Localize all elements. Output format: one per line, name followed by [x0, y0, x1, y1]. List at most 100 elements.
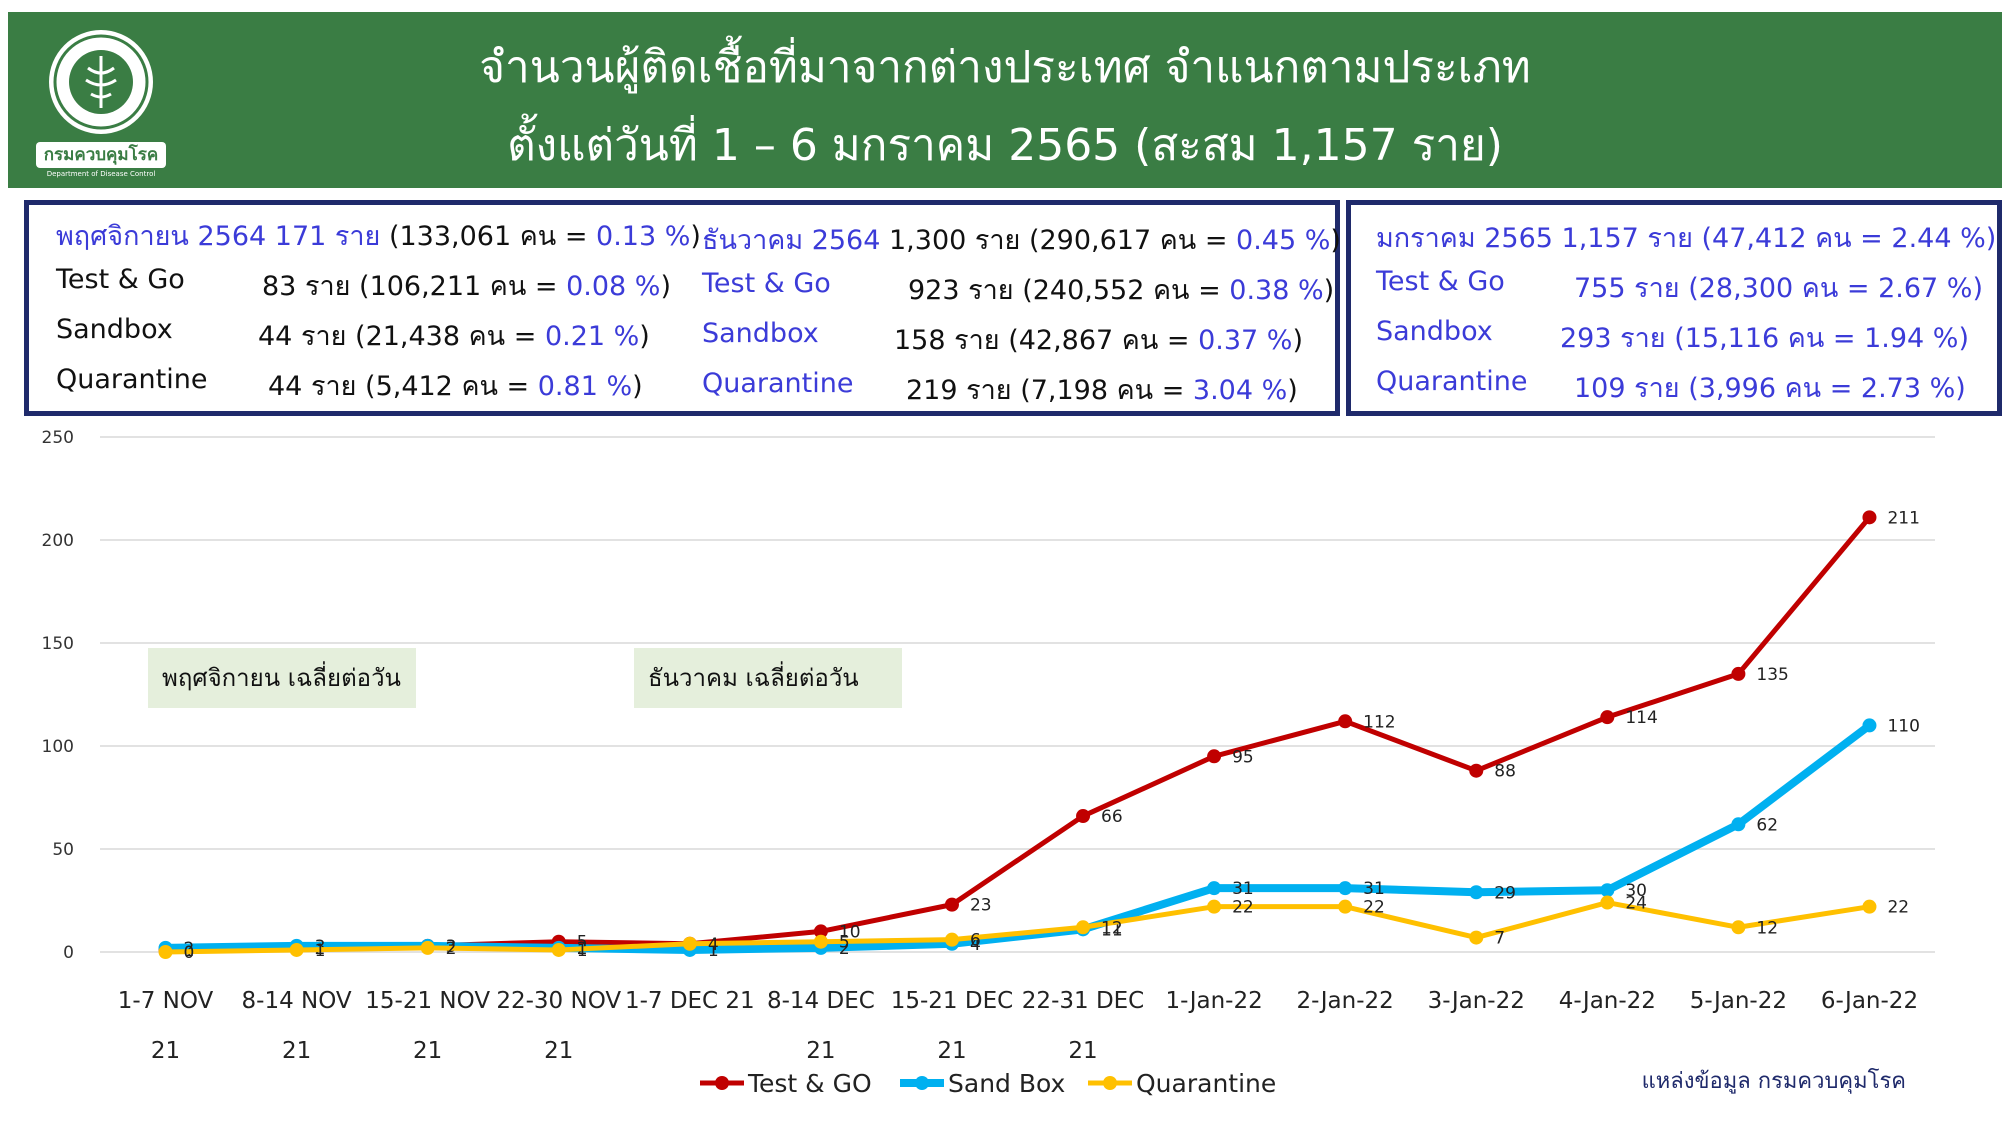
data-point: [1338, 714, 1353, 729]
dec-row-testgo: Test & Go: [702, 268, 831, 299]
jan-row-name: Quarantine: [1376, 366, 1528, 397]
series-line: [165, 900, 1870, 955]
data-label: 1: [315, 941, 326, 961]
data-point: [551, 942, 566, 957]
jan-row-sandbox: Sandbox: [1376, 316, 1493, 347]
data-label: 112: [1363, 712, 1395, 732]
legend-marker: [915, 1076, 929, 1090]
data-label: 31: [1363, 879, 1385, 899]
data-point: [1600, 710, 1615, 725]
dec-row-count: 923 ราย: [908, 275, 1014, 306]
nov-month-pct: 0.13 %: [596, 221, 691, 252]
nov-row-name: Quarantine: [56, 364, 208, 395]
nov-row-pct: 0.08 %: [566, 271, 661, 302]
nov-row-detail: (21,438 คน =: [355, 321, 545, 352]
data-label: 24: [1625, 894, 1647, 914]
data-label: 5: [839, 933, 850, 953]
data-source: แหล่งข้อมูล กรมควบคุมโรค: [1641, 1069, 1906, 1094]
data-label: 1: [708, 941, 719, 961]
data-point: [944, 932, 959, 947]
jan-row-end: ): [1972, 273, 1984, 304]
legend-label: Quarantine: [1136, 1069, 1276, 1098]
dec-row-testgo-values: 923 ราย (240,552 คน = 0.38 %): [908, 268, 1334, 311]
nov-row-end: ): [632, 371, 643, 402]
data-label: 4: [708, 935, 719, 955]
data-label: 0: [184, 943, 195, 963]
data-label: 4: [970, 935, 981, 955]
chart-legend: Test & GO Sand Box Quarantine: [700, 1069, 1276, 1098]
nov-row-count: 44 ราย: [268, 371, 357, 402]
chart-gridlines: [100, 436, 1935, 953]
dec-row-quarantine-values: 219 ราย (7,198 คน = 3.04 %): [906, 368, 1298, 411]
dec-row-pct: 3.04 %: [1192, 375, 1288, 406]
x-axis: 1-7 NOV 21 8-14 NOV 21 15-21 NOV 21 22-30 NOV 2…: [118, 988, 1918, 1064]
data-point: [1731, 666, 1746, 681]
data-point: [1076, 920, 1091, 935]
y-tick-label: 200: [42, 531, 74, 551]
data-label: 7: [1494, 929, 1505, 949]
data-point: [1862, 899, 1877, 914]
x-tick-label: 21: [544, 1038, 573, 1064]
legend-marker: [715, 1076, 729, 1090]
data-label: 114: [1625, 708, 1657, 728]
jan-row-detail: (15,116 คน =: [1674, 323, 1865, 354]
data-point: [682, 936, 697, 951]
dec-row-pct: 0.37 %: [1198, 325, 1293, 356]
x-tick-label: 6-Jan-22: [1821, 988, 1918, 1014]
nov-row-pct: 0.21 %: [544, 321, 640, 352]
legend-label: Sand Box: [948, 1069, 1065, 1098]
jan-month-end: ): [1985, 223, 1997, 254]
data-point: [158, 945, 173, 959]
data-point: [813, 924, 828, 939]
data-point: [1207, 899, 1222, 914]
data-point: [1469, 885, 1484, 900]
jan-row-pct: 2.67 %: [1878, 273, 1973, 304]
dec-row-end: ): [1323, 275, 1335, 306]
nov-row-pct: 0.81 %: [537, 371, 633, 402]
jan-month-pct: 2.44 %: [1891, 223, 1986, 254]
nov-row-name: Test & Go: [56, 264, 185, 295]
dec-row-detail: (7,198 คน =: [1020, 375, 1193, 406]
header-banner: กรมควบคุมโรค Department of Disease Contr…: [8, 12, 2002, 188]
jan-row-count: 755 ราย: [1574, 273, 1680, 304]
data-label: 1: [577, 941, 588, 961]
dec-row-count: 158 ราย: [894, 325, 1000, 356]
summary-box-nov-dec: [24, 200, 1340, 416]
x-tick-label: 5-Jan-22: [1690, 988, 1787, 1014]
jan-header: มกราคม 2565 1,157 ราย (47,412 คน = 2.44 …: [1376, 216, 1996, 259]
data-point: [813, 934, 828, 949]
dec-average-label: ธันวาคม เฉลี่ยต่อวัน: [634, 648, 902, 708]
x-tick-label: 3-Jan-22: [1428, 988, 1525, 1014]
dec-row-count: 219 ราย: [906, 375, 1012, 406]
dec-row-sandbox: Sandbox: [702, 318, 819, 349]
jan-row-end: ): [1958, 323, 1970, 354]
y-tick-label: 0: [63, 943, 74, 963]
data-label: 62: [1756, 815, 1778, 835]
data-label: 95: [1232, 747, 1254, 767]
x-tick-label: 1-7 NOV: [118, 988, 214, 1014]
ddc-logo: กรมควบคุมโรค Department of Disease Contr…: [36, 20, 166, 180]
data-point: [1731, 920, 1746, 935]
x-tick-label: 21: [151, 1038, 180, 1064]
nov-month-total: พฤศจิกายน 2564 171 ราย: [56, 221, 381, 252]
title-line-2: ตั้งแต่วันที่ 1 – 6 มกราคม 2565 (สะสม 1,…: [507, 120, 1503, 171]
jan-row-pct: 1.94 %: [1864, 323, 1959, 354]
data-label: 88: [1494, 762, 1516, 782]
logo-subtext: Department of Disease Control: [46, 170, 156, 178]
jan-row-name: Sandbox: [1376, 316, 1493, 347]
data-label: 12: [1101, 918, 1123, 938]
title-line-1: จำนวนผู้ติดเชื้อที่มาจากต่างประเทศ จำแนก…: [479, 42, 1531, 93]
dec-row-detail: (240,552 คน =: [1022, 275, 1230, 306]
x-tick-label: 22-30 NOV: [496, 988, 621, 1014]
x-tick-label: 21: [282, 1038, 311, 1064]
y-tick-label: 250: [42, 428, 74, 448]
nov-row-quarantine-values: 44 ราย (5,412 คน = 0.81 %): [268, 364, 643, 407]
jan-row-detail: (3,996 คน =: [1688, 373, 1861, 404]
y-tick-label: 100: [42, 737, 74, 757]
jan-row-quarantine: Quarantine: [1376, 366, 1527, 397]
series-line: [165, 722, 1872, 954]
jan-row-sandbox-values: 293 ราย (15,116 คน = 1.94 %): [1560, 316, 1969, 359]
x-tick-label: 2-Jan-22: [1297, 988, 1394, 1014]
data-point: [1469, 763, 1484, 778]
data-label: 10: [839, 922, 861, 942]
